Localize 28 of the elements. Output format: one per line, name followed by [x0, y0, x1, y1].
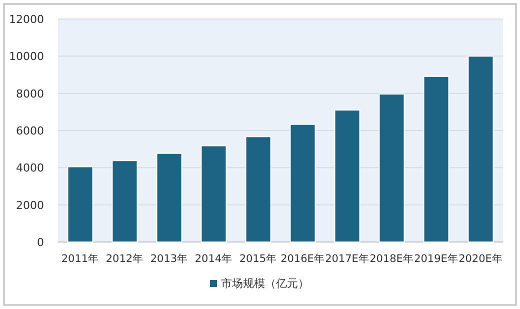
bar: [468, 56, 494, 242]
bar: [200, 145, 227, 242]
x-tick-label: 2016E年: [280, 253, 325, 265]
bar: [156, 152, 182, 242]
y-tick-label: 8000: [16, 87, 44, 100]
x-tick-label: 2020E年: [458, 253, 503, 265]
bar: [378, 94, 405, 242]
bar: [112, 160, 138, 242]
y-tick-label: 10000: [9, 50, 44, 64]
bar: [67, 166, 94, 242]
x-tick-label: 2011年: [61, 253, 100, 265]
x-tick-label: 2014年: [194, 253, 233, 265]
x-tick-label: 2015年: [239, 253, 278, 265]
bar: [423, 76, 450, 242]
legend-label: 市场规模（亿元）: [221, 277, 309, 290]
y-tick-label: 4000: [16, 162, 44, 175]
y-tick-label: 12000: [9, 13, 44, 26]
x-tick-label: 2018E年: [370, 253, 414, 265]
y-tick-label: 6000: [16, 124, 44, 138]
bar: [245, 136, 272, 242]
x-tick-label: 2017E年: [325, 253, 370, 265]
x-tick-label: 2019E年: [414, 253, 458, 265]
y-tick-label: 2000: [16, 198, 44, 212]
bar: [334, 110, 360, 242]
y-tick-label: 0: [37, 236, 44, 249]
bar: [290, 124, 316, 242]
x-tick-label: 2012年: [106, 253, 144, 265]
x-tick-label: 2013年: [150, 253, 188, 265]
